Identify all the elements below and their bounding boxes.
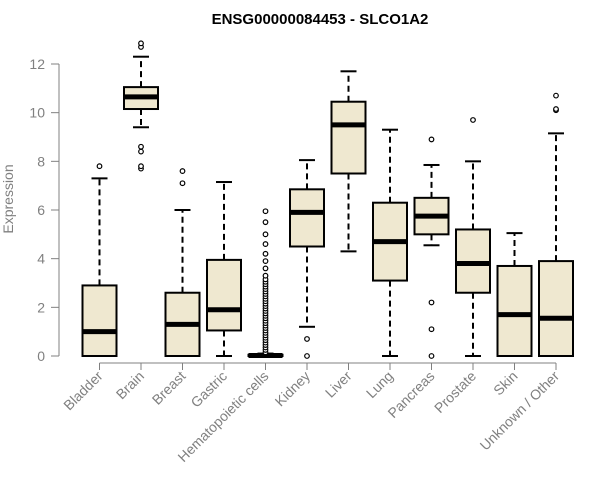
y-axis-label: Expression [0, 164, 16, 233]
outlier-point [304, 353, 310, 359]
boxes [81, 40, 574, 359]
chart-title: ENSG00000084453 - SLCO1A2 [212, 11, 429, 28]
y-tick-label: 12 [29, 56, 45, 72]
outlier-point [262, 241, 269, 247]
outlier-point [262, 219, 269, 226]
outlier-point [428, 353, 435, 359]
x-tick-label: Breast [149, 368, 189, 408]
y-tick-label: 8 [37, 153, 45, 169]
x-tick-label: Unknown / Other [477, 368, 563, 454]
y-tick-label: 6 [37, 202, 45, 218]
iqr-box [496, 264, 533, 358]
outlier-point [428, 326, 435, 333]
outlier-point [428, 136, 435, 143]
outlier-point [553, 92, 559, 99]
box-gastric [206, 181, 242, 357]
box-brain [123, 40, 159, 172]
x-tick-label: Lung [363, 368, 396, 401]
box-bladder [81, 163, 118, 357]
outlier-point [304, 336, 310, 342]
outlier-point [138, 143, 144, 150]
box-lung [372, 128, 408, 357]
box-unknown-other [538, 92, 574, 358]
y-tick-label: 4 [37, 251, 45, 267]
y-tick-label: 0 [37, 348, 45, 364]
x-tick-label: Skin [490, 368, 521, 399]
x-tick-label: Brain [113, 368, 147, 402]
iqr-box [538, 260, 574, 358]
outlier-point [138, 40, 144, 47]
box-skin [496, 232, 533, 358]
outlier-point [262, 250, 269, 257]
y-tick-label: 10 [29, 105, 45, 121]
outlier-point [470, 117, 476, 123]
outlier-point [428, 299, 435, 306]
box-pancreas [413, 136, 450, 359]
outlier-point [262, 258, 269, 265]
box-hematopoietic-cells [247, 208, 284, 359]
outlier-point [179, 180, 186, 187]
y-tick-label: 2 [37, 299, 45, 315]
iqr-box [206, 258, 242, 332]
box-breast [164, 168, 201, 358]
iqr-box [81, 284, 118, 357]
iqr-box [289, 188, 325, 248]
x-tick-label: Liver [322, 368, 355, 401]
outlier-point [96, 163, 103, 170]
outlier-point [138, 163, 144, 170]
box-kidney [289, 159, 325, 359]
x-tick-label: Prostate [431, 368, 479, 416]
outlier-point [138, 148, 144, 155]
outlier-point [262, 231, 269, 238]
outlier-point [553, 106, 559, 112]
box-prostate [455, 117, 491, 357]
outlier-point [179, 168, 186, 174]
box-liver [330, 70, 367, 253]
outlier-point [262, 265, 269, 272]
outlier-point [262, 208, 269, 215]
iqr-box [330, 100, 367, 175]
y-axis: 0 2 4 6 8 10 12 [29, 56, 60, 364]
outlier-point [262, 272, 269, 279]
x-tick-label: Bladder [60, 368, 106, 414]
x-tick-label: Kidney [272, 368, 314, 410]
